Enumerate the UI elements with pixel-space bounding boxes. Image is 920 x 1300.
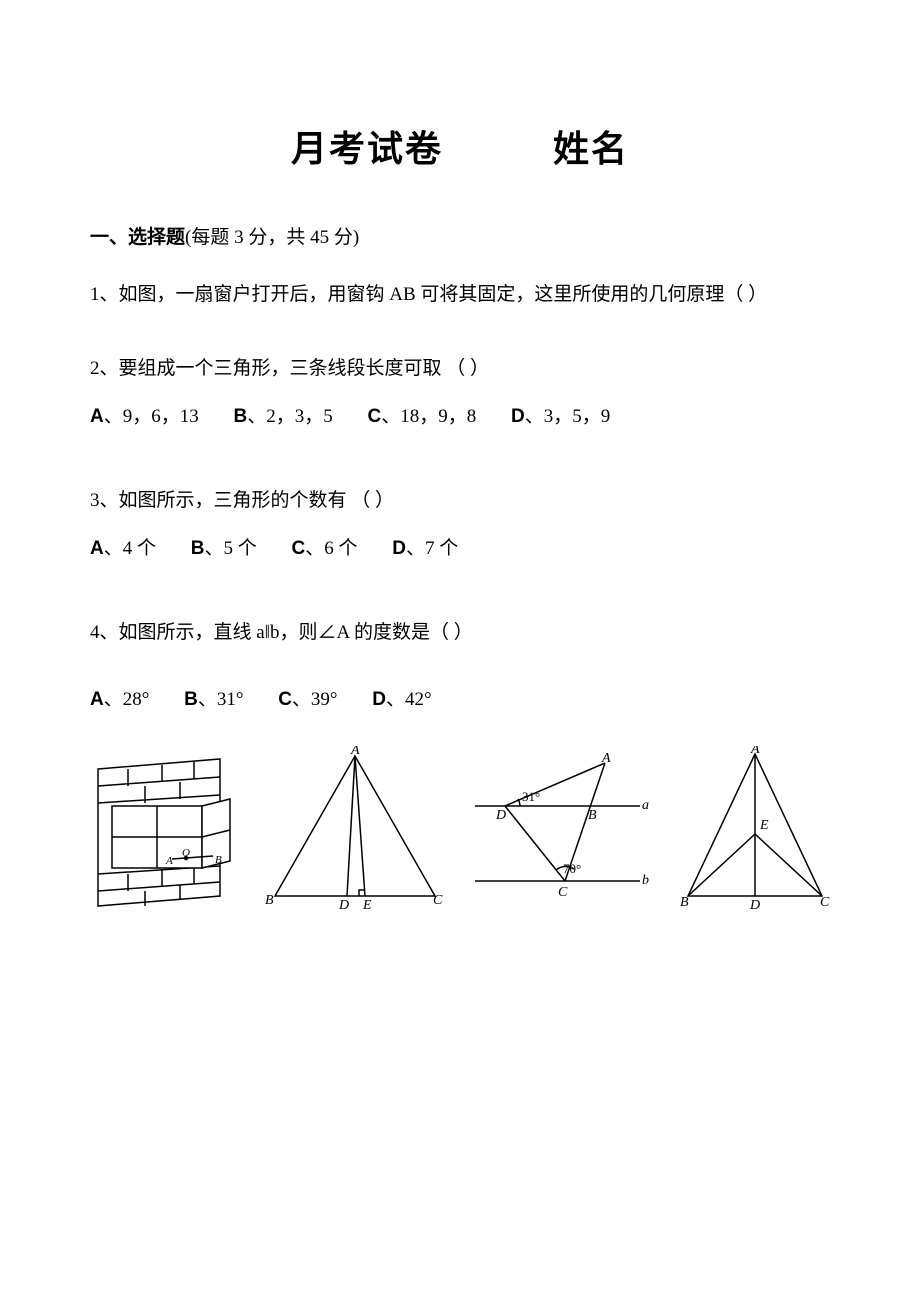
fig4-label-c: C <box>820 895 830 910</box>
q4-opt-c: 、39° <box>292 689 338 710</box>
section-1-label: 一、选择题 <box>90 227 185 248</box>
fig3-label-d-pt: D <box>495 808 506 823</box>
q3-opt-b: 、5 个 <box>204 538 256 559</box>
fig3-angle-70: 70° <box>563 861 581 876</box>
figure-4-nested: A B C D E <box>680 746 830 911</box>
name-label: 姓名 <box>553 120 629 172</box>
fig3-label-a-pt: A <box>601 751 611 766</box>
q4-opt-a: 、28° <box>104 689 150 710</box>
q2-opt-c: 、18，9，8 <box>381 406 476 427</box>
fig3-label-line-a: a <box>642 798 649 813</box>
q4-opt-b-label: B <box>184 689 198 710</box>
q2-opt-d-label: D <box>511 406 525 427</box>
q2-opt-d: 、3，5，9 <box>525 406 611 427</box>
fig1-label-b: B <box>215 854 222 866</box>
fig2-label-d: D <box>338 898 349 911</box>
q4-opt-d: 、42° <box>386 689 432 710</box>
fig4-label-a: A <box>750 746 760 757</box>
fig3-angle-31: 31° <box>522 789 540 804</box>
q4-opt-d-label: D <box>372 689 386 710</box>
figures-row: A O B A B C D E <box>90 746 830 911</box>
fig2-label-c: C <box>433 893 443 908</box>
q2-opt-b-label: B <box>234 406 248 427</box>
fig1-label-a: A <box>165 855 173 867</box>
fig2-label-a: A <box>350 746 360 758</box>
fig4-label-d: D <box>749 898 760 911</box>
parallel-lines-icon: A B C D a b 31° 70° <box>470 751 655 911</box>
fig1-label-o: O <box>182 847 190 859</box>
figure-2-triangle: A B C D E <box>265 746 445 911</box>
exam-title: 月考试卷 <box>291 120 443 172</box>
q4-opt-c-label: C <box>278 689 292 710</box>
figure-1-window: A O B <box>90 751 240 911</box>
q3-opt-a: 、4 个 <box>104 538 156 559</box>
fig4-label-b: B <box>680 895 689 910</box>
q2-opt-a-label: A <box>90 406 104 427</box>
q3-opt-c-label: C <box>292 538 306 559</box>
q2-opt-c-label: C <box>368 406 382 427</box>
fig2-label-e: E <box>362 898 372 911</box>
figure-3-parallel: A B C D a b 31° 70° <box>470 751 655 911</box>
q2-opt-b: 、2，3，5 <box>247 406 333 427</box>
nested-triangle-icon: A B C D E <box>680 746 830 911</box>
q3-opt-d: 、7 个 <box>406 538 458 559</box>
q4-opt-a-label: A <box>90 689 104 710</box>
fig3-label-b-pt: B <box>588 808 597 823</box>
window-diagram-icon: A O B <box>90 751 240 911</box>
q4-opt-b: 、31° <box>198 689 244 710</box>
question-2: 2、要组成一个三角形，三条线段长度可取 （ ） <box>90 351 830 387</box>
fig4-label-e: E <box>759 818 769 833</box>
fig3-label-c-pt: C <box>558 885 568 900</box>
q3-opt-d-label: D <box>392 538 406 559</box>
question-1: 1、如图，一扇窗户打开后，用窗钩 AB 可将其固定，这里所使用的几何原理（ ） <box>90 277 830 313</box>
q2-opt-a: 、9，6，13 <box>104 406 199 427</box>
section-1-header: 一、选择题(每题 3 分，共 45 分) <box>90 222 830 249</box>
title-row: 月考试卷 姓名 <box>90 120 830 172</box>
fig3-label-line-b: b <box>642 873 649 888</box>
question-4-options: A、28° B、31° C、39° D、42° <box>90 682 830 718</box>
q3-opt-c: 、6 个 <box>305 538 357 559</box>
triangle-segments-icon: A B C D E <box>265 746 445 911</box>
q3-opt-a-label: A <box>90 538 104 559</box>
section-1-detail: (每题 3 分，共 45 分) <box>185 227 359 248</box>
fig2-label-b: B <box>265 893 274 908</box>
question-3-options: A、4 个 B、5 个 C、6 个 D、7 个 <box>90 531 830 567</box>
question-2-options: A、9，6，13 B、2，3，5 C、18，9，8 D、3，5，9 <box>90 399 830 435</box>
question-3: 3、如图所示，三角形的个数有 （ ） <box>90 483 830 519</box>
question-4: 4、如图所示，直线 a‖b，则∠A 的度数是（ ） <box>90 615 830 651</box>
q3-opt-b-label: B <box>191 538 205 559</box>
